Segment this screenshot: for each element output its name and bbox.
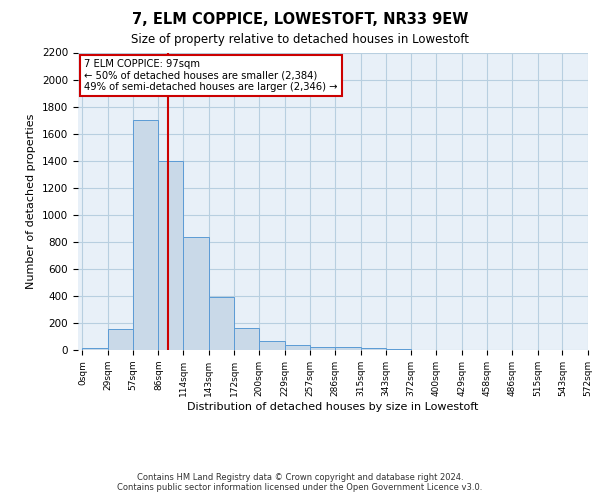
X-axis label: Distribution of detached houses by size in Lowestoft: Distribution of detached houses by size … <box>187 402 479 411</box>
Bar <box>259 341 285 350</box>
Y-axis label: Number of detached properties: Number of detached properties <box>26 114 37 289</box>
Bar <box>235 328 259 350</box>
Bar <box>335 347 361 350</box>
Bar <box>386 348 411 350</box>
Bar <box>361 348 386 350</box>
Text: 7 ELM COPPICE: 97sqm
← 50% of detached houses are smaller (2,384)
49% of semi-de: 7 ELM COPPICE: 97sqm ← 50% of detached h… <box>84 60 338 92</box>
Bar <box>285 346 310 350</box>
Text: Size of property relative to detached houses in Lowestoft: Size of property relative to detached ho… <box>131 32 469 46</box>
Bar <box>108 329 133 350</box>
Bar <box>310 347 335 350</box>
Text: 7, ELM COPPICE, LOWESTOFT, NR33 9EW: 7, ELM COPPICE, LOWESTOFT, NR33 9EW <box>132 12 468 28</box>
Bar <box>133 120 158 350</box>
Bar <box>209 298 235 350</box>
Text: Contains HM Land Registry data © Crown copyright and database right 2024.
Contai: Contains HM Land Registry data © Crown c… <box>118 473 482 492</box>
Bar <box>183 237 209 350</box>
Bar <box>158 160 183 350</box>
Bar <box>82 348 108 350</box>
